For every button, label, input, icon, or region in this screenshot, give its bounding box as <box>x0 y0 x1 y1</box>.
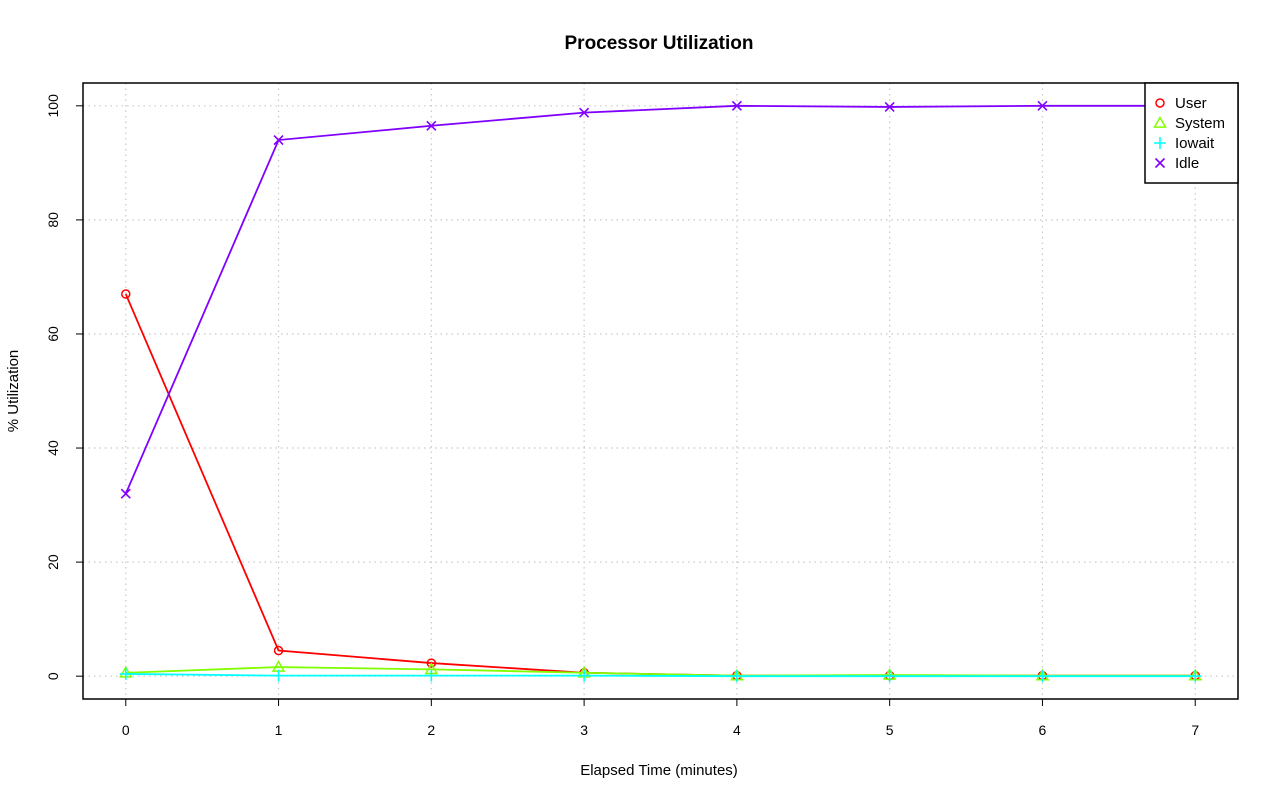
x-tick-label: 2 <box>427 722 435 738</box>
legend-iowait-label: Iowait <box>1175 135 1215 152</box>
iowait-series-line <box>125 673 1196 678</box>
idle-series-line <box>124 104 1196 495</box>
iowait-data-point <box>883 670 896 683</box>
x-tick-label: 7 <box>1191 722 1199 738</box>
legend-user-marker <box>1155 98 1165 108</box>
y-tick-label: 20 <box>45 554 61 570</box>
y-tick-label: 40 <box>45 440 61 456</box>
axes: 0 1 2 3 4 5 6 7 0 20 40 60 80 100 <box>45 94 1199 738</box>
x-tick-label: 3 <box>580 722 588 738</box>
idle-data-point <box>731 100 742 111</box>
iowait-data-point <box>1036 670 1049 683</box>
idle-data-point <box>120 488 131 499</box>
x-tick-label: 6 <box>1039 722 1047 738</box>
y-tick-label: 0 <box>45 672 61 680</box>
iowait-data-point <box>272 669 285 682</box>
plot-frame <box>82 82 1239 700</box>
system-series-line <box>125 666 1196 677</box>
iowait-data-point <box>119 667 132 680</box>
y-tick-label: 60 <box>45 326 61 342</box>
idle-data-point <box>426 120 437 131</box>
idle-data-point <box>884 101 895 113</box>
legend-system-marker <box>1153 115 1167 128</box>
y-axis-label: % Utilization <box>5 350 22 433</box>
grid-lines <box>83 83 1238 699</box>
user-data-point <box>426 658 437 668</box>
user-data-point <box>121 289 131 299</box>
user-data-point <box>273 645 284 656</box>
legend: User System Iowait Idle <box>1144 82 1239 184</box>
iowait-data-point <box>1189 670 1202 683</box>
idle-data-point <box>273 134 284 146</box>
x-axis-label: Elapsed Time (minutes) <box>580 762 738 779</box>
legend-user-label: User <box>1175 95 1207 112</box>
legend-idle-label: Idle <box>1175 155 1199 172</box>
series-layer <box>118 100 1203 683</box>
iowait-data-point <box>578 669 591 682</box>
x-tick-label: 1 <box>275 722 283 738</box>
y-tick-label: 80 <box>45 212 61 228</box>
legend-idle-marker <box>1154 157 1166 169</box>
iowait-data-point <box>425 669 438 682</box>
user-series-line <box>124 293 1196 677</box>
idle-data-point <box>1037 100 1048 111</box>
x-tick-label: 5 <box>886 722 894 738</box>
x-tick-label: 4 <box>733 722 741 738</box>
x-tick-label: 0 <box>122 722 130 738</box>
legend-system-label: System <box>1175 115 1225 132</box>
y-tick-label: 100 <box>45 94 61 118</box>
iowait-data-point <box>730 670 743 683</box>
legend-iowait-marker <box>1154 137 1166 149</box>
chart-title: Processor Utilization <box>565 33 754 54</box>
idle-data-point <box>579 107 590 118</box>
